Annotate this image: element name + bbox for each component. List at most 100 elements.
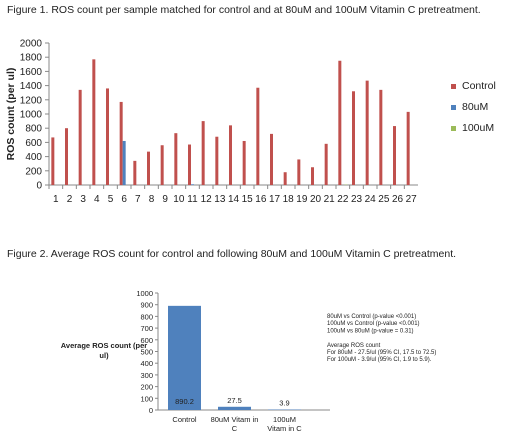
figure2-caption: Figure 2. Average ROS count for control …: [7, 248, 457, 260]
legend-swatch-100um: [451, 126, 456, 131]
x-tick-label: 26: [392, 194, 404, 205]
bar-control-22: [338, 60, 342, 185]
x-tick-label: Control: [172, 415, 197, 424]
bar-control-2: [65, 128, 68, 185]
x-tick-label: 15: [242, 194, 254, 205]
x-tick-label: 4: [94, 194, 100, 205]
x-tick-label: 13: [214, 194, 226, 205]
y-tick-label: 1600: [20, 67, 43, 78]
y-tick-label: 1000: [136, 289, 153, 298]
legend-swatch-80um: [451, 105, 456, 110]
y-axis-title: ROS count (per ul): [5, 68, 17, 161]
y-tick-label: 2000: [20, 39, 43, 50]
x-tick-label: 1: [53, 194, 59, 205]
legend-label-control: Control: [462, 80, 496, 92]
y-tick-label: 600: [25, 138, 42, 149]
y-tick-label: 500: [140, 348, 153, 357]
bar-control-1: [51, 137, 55, 185]
x-tick-label: 27: [406, 194, 418, 205]
x-tick-label: 10: [173, 194, 185, 205]
x-tick-label: 5: [108, 194, 114, 205]
x-tick-label: 25: [378, 194, 390, 205]
bar-control-8: [147, 151, 150, 185]
bar-control-11: [188, 144, 191, 185]
annotation-line: 100uM vs 80uM (p-value = 0.31): [327, 328, 414, 334]
x-tick-label: 20: [310, 194, 322, 205]
data-label: 27.5: [227, 396, 242, 405]
x-tick-label: 17: [269, 194, 281, 205]
x-tick-label: 2: [67, 194, 73, 205]
bar-control-17: [270, 133, 273, 185]
y-tick-label: 1200: [20, 95, 43, 106]
bar-control-13: [215, 136, 219, 185]
y-tick-label: 1800: [20, 53, 43, 64]
y-tick-label: 0: [149, 406, 153, 415]
y-tick-label: 200: [140, 383, 153, 392]
x-tick-label: 3: [80, 194, 86, 205]
data-label: 3.9: [279, 399, 289, 408]
y-tick-label: 1400: [20, 81, 43, 92]
x-tick-label: 11: [187, 194, 198, 205]
x-tick-label: 24: [365, 194, 377, 205]
legend-swatch-control: [451, 84, 456, 89]
y-tick-label: 400: [140, 359, 153, 368]
y-axis-title: Average ROS count (per ul): [61, 341, 147, 360]
x-tick-label: 100uM Vitam in C: [267, 415, 302, 433]
bar-control: [168, 305, 201, 410]
bar-control-16: [256, 87, 260, 185]
bar-control-23: [352, 91, 355, 185]
x-tick-label: 16: [255, 194, 267, 205]
bar-control-26: [393, 126, 396, 185]
bar-control-12: [201, 121, 205, 185]
y-tick-label: 600: [140, 336, 153, 345]
x-tick-label: 22: [337, 194, 349, 205]
figure1-caption: Figure 1. ROS count per sample matched f…: [7, 4, 481, 16]
annotation-line: 80uM vs Control (p-value <0.001): [327, 314, 416, 320]
bar-control-18: [283, 172, 287, 185]
bar-control-6: [119, 101, 123, 185]
bar-control-10: [174, 133, 178, 185]
y-tick-label: 700: [140, 324, 153, 333]
bar-control-7: [133, 160, 137, 185]
y-tick-label: 800: [25, 124, 42, 135]
annotation-line: 100uM vs Control (p-value <0.001): [327, 321, 420, 327]
y-tick-label: 400: [25, 152, 42, 163]
legend-label-80um: 80uM: [462, 101, 488, 113]
bar-control-25: [379, 89, 383, 185]
bar-control-9: [160, 145, 164, 185]
bar-control-19: [297, 159, 301, 185]
bar-control-15: [242, 140, 246, 185]
bar-control-3: [78, 89, 82, 185]
x-tick-label: 18: [283, 194, 295, 205]
bar-80um-vitamin-c: [218, 406, 251, 410]
x-tick-label: 6: [121, 194, 127, 205]
y-tick-label: 200: [25, 166, 42, 177]
x-tick-label: 19: [296, 194, 308, 205]
annotation-line: For 80uM - 27.5/ul (95% CI, 17.5 to 72.5…: [327, 350, 436, 356]
x-tick-label: 9: [162, 194, 168, 205]
x-tick-label: 14: [228, 194, 240, 205]
annotation-line: Average ROS count: [327, 343, 381, 349]
bar-control-21: [324, 143, 328, 185]
y-tick-label: 0: [36, 181, 42, 192]
y-tick-label: 900: [140, 301, 153, 310]
x-tick-label: 21: [324, 194, 336, 205]
bar-control-4: [92, 59, 96, 185]
bar-control-27: [406, 111, 410, 185]
bar-control-5: [106, 88, 109, 185]
y-tick-label: 300: [140, 371, 153, 380]
x-tick-label: 12: [201, 194, 213, 205]
x-tick-label: 7: [135, 194, 141, 205]
x-tick-label: 23: [351, 194, 363, 205]
data-label: 890.2: [175, 397, 194, 406]
bar-control-14: [229, 125, 232, 185]
x-tick-label: 80uM Vitam in C: [211, 415, 259, 433]
x-tick-label: 8: [149, 194, 155, 205]
bar-control-24: [365, 80, 369, 185]
bar-80um-6: [122, 140, 126, 185]
bar-control-20: [311, 167, 314, 185]
y-tick-label: 800: [140, 312, 153, 321]
legend-label-100um: 100uM: [462, 122, 494, 134]
bar-80um-11: [191, 184, 194, 185]
